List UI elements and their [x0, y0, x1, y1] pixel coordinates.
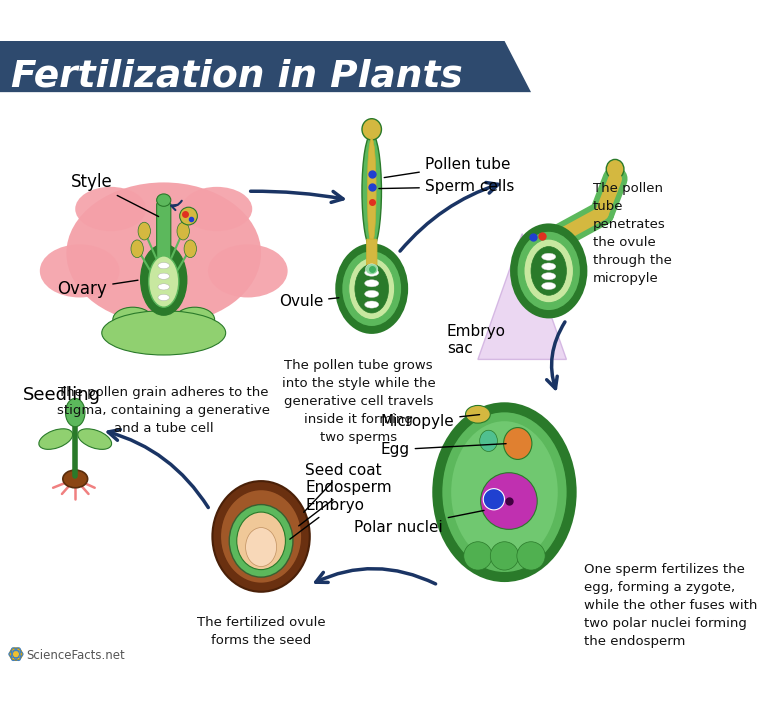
Ellipse shape: [365, 290, 379, 297]
Text: Embryo
sac: Embryo sac: [447, 324, 506, 356]
Text: Polar nuclei: Polar nuclei: [354, 510, 484, 535]
Text: Pollen tube: Pollen tube: [384, 157, 510, 178]
Ellipse shape: [541, 273, 556, 280]
Text: The pollen grain adheres to the
stigma, containing a generative
and a tube cell: The pollen grain adheres to the stigma, …: [58, 386, 270, 435]
Ellipse shape: [524, 239, 574, 302]
Ellipse shape: [541, 253, 556, 261]
Ellipse shape: [208, 244, 288, 297]
Ellipse shape: [365, 280, 379, 287]
Ellipse shape: [606, 160, 624, 179]
Text: Ovary: Ovary: [58, 280, 138, 297]
Text: Style: Style: [71, 173, 159, 217]
Circle shape: [180, 207, 197, 225]
Ellipse shape: [229, 505, 293, 577]
Ellipse shape: [158, 295, 170, 300]
Ellipse shape: [246, 528, 276, 567]
Ellipse shape: [113, 307, 153, 332]
FancyBboxPatch shape: [366, 239, 377, 283]
Polygon shape: [0, 40, 531, 92]
Ellipse shape: [531, 246, 567, 295]
Ellipse shape: [511, 224, 586, 317]
Ellipse shape: [175, 307, 214, 332]
Ellipse shape: [177, 222, 190, 240]
Ellipse shape: [365, 301, 379, 308]
Circle shape: [483, 488, 505, 510]
Circle shape: [490, 542, 518, 570]
Text: The pollen tube grows
into the style while the
generative cell travels
inside it: The pollen tube grows into the style whi…: [282, 359, 435, 444]
Ellipse shape: [184, 240, 197, 258]
Ellipse shape: [158, 263, 170, 268]
Circle shape: [10, 648, 22, 660]
Ellipse shape: [63, 470, 88, 488]
Ellipse shape: [366, 264, 378, 275]
Text: Micropyle: Micropyle: [381, 414, 479, 429]
Ellipse shape: [39, 429, 73, 449]
Ellipse shape: [144, 310, 183, 337]
Ellipse shape: [158, 273, 170, 279]
Text: Endosperm: Endosperm: [299, 480, 392, 526]
Ellipse shape: [541, 263, 556, 270]
Ellipse shape: [362, 119, 382, 140]
Ellipse shape: [75, 187, 146, 231]
Ellipse shape: [342, 251, 402, 327]
Polygon shape: [478, 234, 567, 359]
Text: Fertilization in Plants: Fertilization in Plants: [11, 58, 462, 94]
Ellipse shape: [158, 284, 170, 290]
Ellipse shape: [181, 187, 252, 231]
Ellipse shape: [131, 240, 144, 258]
Ellipse shape: [362, 133, 382, 248]
Text: Embryo: Embryo: [290, 498, 364, 539]
Ellipse shape: [442, 412, 568, 573]
Ellipse shape: [141, 244, 187, 315]
Ellipse shape: [365, 269, 379, 276]
Ellipse shape: [66, 182, 261, 324]
Ellipse shape: [65, 398, 85, 427]
Text: The pollen
tube
penetrates
the ovule
through the
micropyle: The pollen tube penetrates the ovule thr…: [593, 182, 672, 285]
Text: Egg: Egg: [381, 442, 506, 457]
FancyBboxPatch shape: [157, 203, 170, 286]
Text: The fertilized ovule
forms the seed: The fertilized ovule forms the seed: [197, 616, 326, 647]
Text: One sperm fertilizes the
egg, forming a zygote,
while the other fuses with
two p: One sperm fertilizes the egg, forming a …: [584, 563, 757, 648]
Ellipse shape: [138, 222, 151, 240]
Ellipse shape: [367, 138, 376, 244]
Ellipse shape: [237, 512, 286, 569]
Circle shape: [517, 542, 545, 570]
Circle shape: [481, 473, 537, 530]
Text: Sperm cells: Sperm cells: [379, 180, 515, 195]
Text: Seed coat: Seed coat: [303, 462, 382, 513]
Ellipse shape: [149, 256, 179, 307]
Ellipse shape: [40, 244, 120, 297]
Ellipse shape: [213, 481, 310, 591]
Ellipse shape: [465, 405, 490, 423]
Circle shape: [464, 542, 492, 570]
Ellipse shape: [336, 244, 407, 333]
Ellipse shape: [451, 420, 558, 564]
Text: ScienceFacts.net: ScienceFacts.net: [27, 650, 125, 662]
Ellipse shape: [78, 429, 111, 449]
Text: Ovule: Ovule: [279, 295, 339, 310]
Ellipse shape: [349, 258, 395, 320]
Ellipse shape: [434, 404, 575, 581]
Ellipse shape: [102, 311, 226, 355]
Ellipse shape: [517, 231, 581, 311]
Ellipse shape: [541, 283, 556, 290]
Ellipse shape: [157, 194, 170, 207]
Ellipse shape: [480, 430, 498, 452]
Ellipse shape: [355, 264, 389, 313]
Ellipse shape: [220, 489, 302, 584]
Text: Seedling: Seedling: [23, 386, 101, 404]
Ellipse shape: [504, 427, 532, 459]
